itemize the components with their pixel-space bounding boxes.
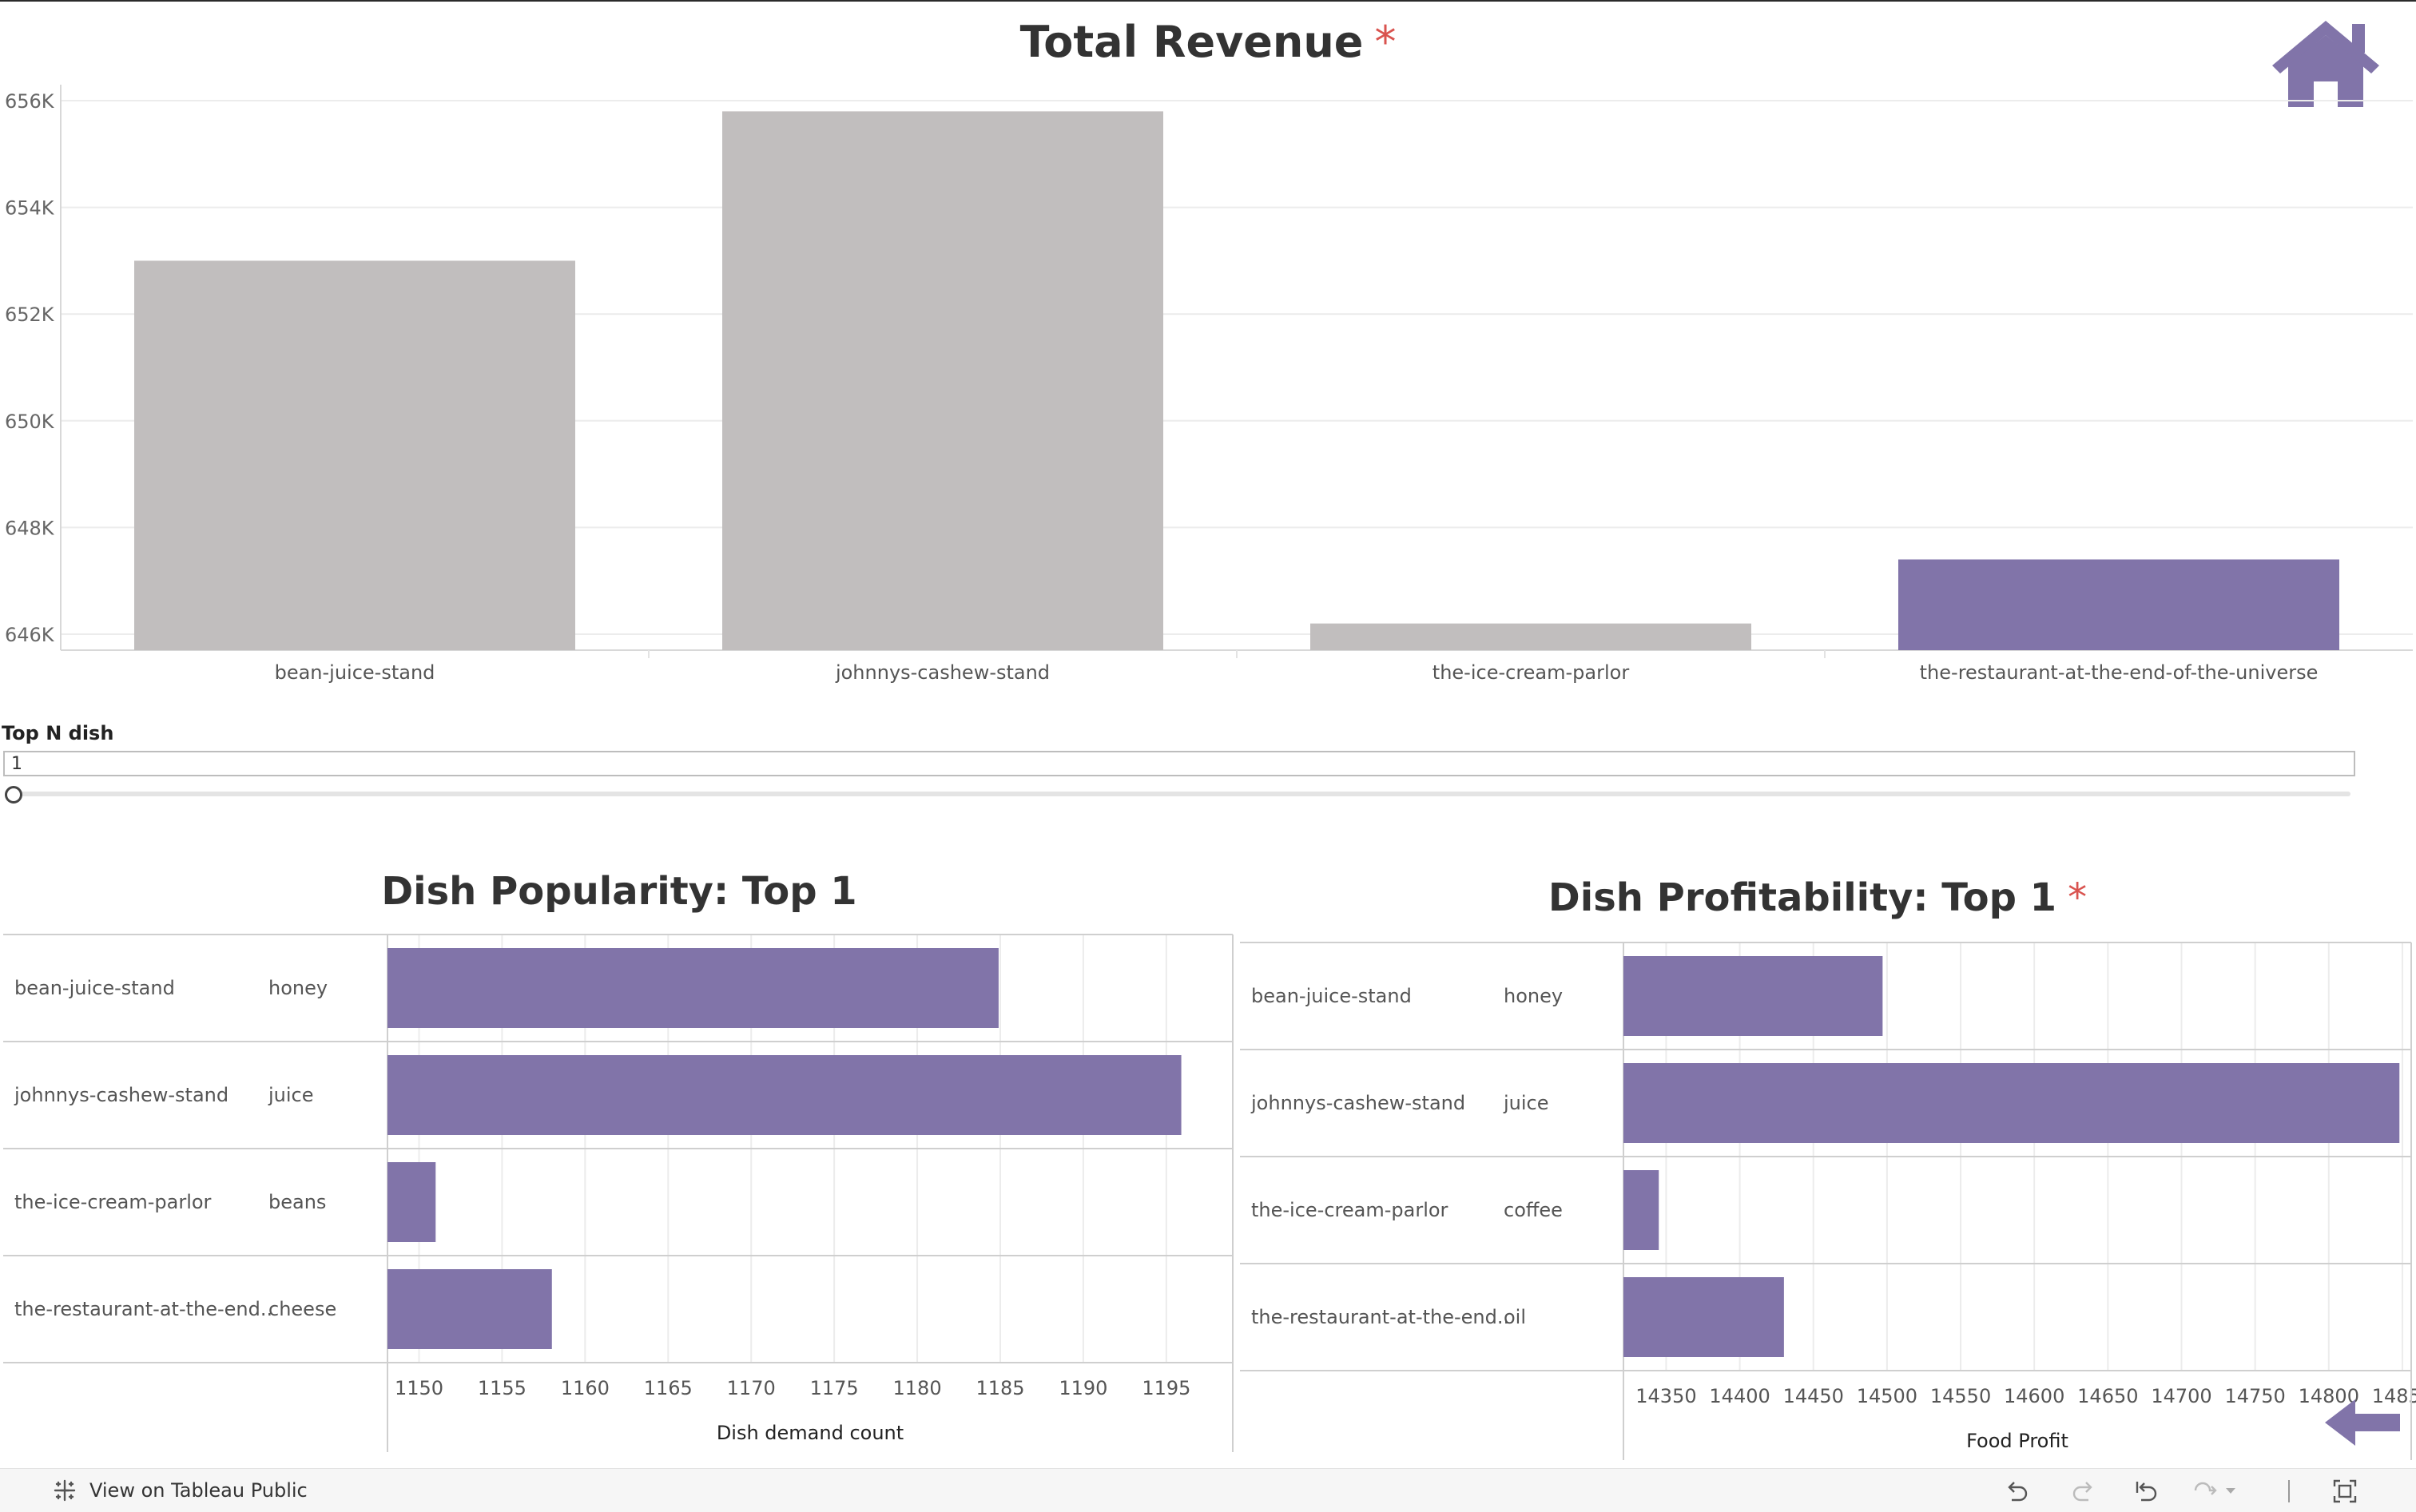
revenue-bar	[1898, 559, 2339, 650]
dish-bar	[387, 1055, 1182, 1135]
row-dish-label: beans	[268, 1191, 326, 1213]
revenue-chart-title: Total Revenue *	[0, 21, 2416, 64]
x-axis-label: Food Profit	[1966, 1430, 2068, 1452]
refresh-button[interactable]	[2192, 1478, 2240, 1505]
revenue-title-text: Total Revenue	[1020, 17, 1364, 67]
chevron-down-icon	[2226, 1488, 2235, 1494]
x-tick-label: 1155	[478, 1377, 527, 1399]
dish-bar	[387, 1162, 435, 1242]
row-dish-label: coffee	[1504, 1199, 1563, 1221]
profitability-chart-title: Dish Profitability: Top 1 *	[1358, 879, 2277, 917]
y-tick-label: 652K	[5, 304, 55, 326]
revenue-bar	[722, 111, 1163, 650]
revenue-bar	[1310, 624, 1751, 650]
view-on-tableau-link[interactable]: View on Tableau Public	[51, 1469, 308, 1512]
popularity-chart-title: Dish Popularity: Top 1	[160, 872, 1079, 911]
top-border	[0, 0, 2416, 2]
x-tick-label: 1150	[395, 1377, 443, 1399]
profitability-chart: 14350 14400 14450 14500 14550 14600 14650 14700…	[1237, 935, 2416, 1462]
x-tick-label: 1165	[644, 1377, 693, 1399]
x-tick-label: 14350	[1635, 1385, 1696, 1407]
x-tick-label: bean-juice-stand	[275, 661, 435, 684]
back-button[interactable]	[2323, 1398, 2402, 1447]
row-dish-label: oil	[1504, 1306, 1526, 1328]
y-tick-label: 654K	[5, 197, 55, 220]
fullscreen-button[interactable]	[2331, 1478, 2358, 1505]
row-restaurant-label: the-ice-cream-parlor	[1251, 1199, 1448, 1221]
revenue-title-star: *	[1374, 17, 1396, 67]
revenue-bar	[134, 260, 575, 650]
undo-button[interactable]	[2004, 1478, 2031, 1505]
x-axis-label: Dish demand count	[717, 1422, 904, 1444]
redo-button[interactable]	[2069, 1478, 2096, 1505]
x-tick-label: 1185	[976, 1377, 1024, 1399]
y-tick-label: 656K	[5, 90, 55, 113]
top-n-input[interactable]	[3, 751, 2355, 776]
x-tick-label: 14500	[1857, 1385, 1917, 1407]
view-on-tableau-text: View on Tableau Public	[89, 1479, 308, 1502]
fullscreen-icon	[2335, 1481, 2355, 1502]
row-restaurant-label: bean-juice-stand	[14, 977, 175, 999]
x-tick-label: 1175	[810, 1377, 859, 1399]
refresh-icon	[2195, 1483, 2215, 1494]
revert-icon	[2137, 1482, 2156, 1500]
x-tick-label: 1180	[893, 1377, 942, 1399]
back-arrow-icon	[2325, 1399, 2400, 1446]
x-tick-label: 1195	[1142, 1377, 1190, 1399]
x-tick-label: 14750	[2224, 1385, 2285, 1407]
dish-bar	[387, 948, 999, 1028]
x-tick-label: the-ice-cream-parlor	[1433, 661, 1630, 684]
y-tick-label: 650K	[5, 411, 55, 433]
x-tick-label: 1170	[727, 1377, 776, 1399]
row-restaurant-label: johnnys-cashew-stand	[1250, 1092, 1465, 1114]
profitability-title-text: Dish Profitability: Top 1	[1548, 875, 2056, 920]
row-restaurant-label: bean-juice-stand	[1251, 985, 1412, 1007]
x-tick-label: 14650	[2077, 1385, 2138, 1407]
top-n-slider-thumb[interactable]	[5, 786, 22, 804]
row-dish-label: juice	[268, 1084, 314, 1106]
row-restaurant-label: the-ice-cream-parlor	[14, 1191, 212, 1213]
undo-icon	[2009, 1482, 2026, 1500]
x-tick-label: the-restaurant-at-the-end-of-the-univers…	[1920, 661, 2319, 684]
x-tick-label: 14600	[2004, 1385, 2064, 1407]
x-tick-label: 1160	[561, 1377, 610, 1399]
dish-bar	[1623, 1170, 1659, 1250]
top-n-slider-track[interactable]	[11, 792, 2350, 796]
row-dish-label: honey	[268, 977, 328, 999]
row-restaurant-label: johnnys-cashew-stand	[14, 1084, 228, 1106]
dish-bar	[1623, 956, 1882, 1036]
x-tick-label: 14400	[1709, 1385, 1770, 1407]
toolbar-separator	[2288, 1480, 2290, 1502]
top-n-filter-label: Top N dish	[2, 722, 113, 744]
tableau-logo-icon	[51, 1477, 78, 1504]
row-restaurant-label: the-restaurant-at-the-end..	[14, 1298, 272, 1320]
footer-bar: View on Tableau Public	[0, 1468, 2416, 1512]
dish-bar	[1623, 1063, 2399, 1143]
y-tick-label: 646K	[5, 624, 55, 646]
dish-bar	[387, 1269, 552, 1349]
x-tick-label: 14450	[1783, 1385, 1844, 1407]
y-tick-label: 648K	[5, 517, 55, 539]
revert-button[interactable]	[2133, 1478, 2160, 1505]
x-tick-label: johnnys-cashew-stand	[835, 661, 1050, 684]
row-dish-label: juice	[1503, 1092, 1549, 1114]
row-dish-label: honey	[1504, 985, 1563, 1007]
redo-icon	[2074, 1482, 2091, 1500]
dish-bar	[1623, 1277, 1784, 1357]
row-dish-label: cheese	[268, 1298, 336, 1320]
x-tick-label: 14550	[1930, 1385, 1991, 1407]
x-tick-label: 14700	[2151, 1385, 2211, 1407]
popularity-chart: 1150 1155 1160 1165 1170 1175 1180 1185 1190 1195…	[0, 927, 1237, 1454]
row-restaurant-label: the-restaurant-at-the-end..	[1251, 1306, 1509, 1328]
revenue-chart: 646K 648K 650K 652K 654K 656K bean-juice-stand…	[0, 80, 2416, 687]
profitability-title-star: *	[2068, 875, 2087, 920]
x-tick-label: 1190	[1059, 1377, 1107, 1399]
